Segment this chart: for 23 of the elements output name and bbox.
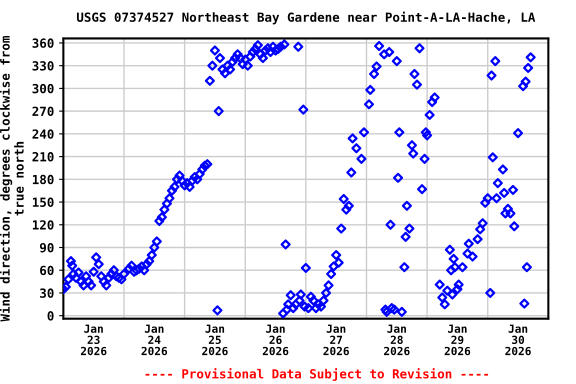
y-tick-label: 150 [32, 198, 54, 207]
x-tick-label: Jan 28 2026 [384, 324, 410, 356]
x-tick-label: Jan 29 2026 [444, 324, 470, 356]
x-tick-label: Jan 26 2026 [262, 324, 288, 356]
y-tick-label: 240 [32, 129, 54, 139]
chart-title: USGS 07374527 Northeast Bay Gardene near Point-A-LA-Hache, LA [76, 12, 536, 24]
x-tick-label: Jan 30 2026 [505, 324, 531, 356]
x-tick-label: Jan 24 2026 [142, 324, 168, 356]
y-tick-label: 60 [40, 266, 54, 276]
y-tick-label: 270 [32, 106, 54, 116]
y-tick-label: 0 [48, 311, 54, 321]
y-tick-label: 300 [32, 84, 54, 94]
text: ---- Provisional Data Subject to Revision ---- [146, 368, 488, 381]
x-tick-label: Jan 27 2026 [323, 324, 349, 356]
y-tick-label: 120 [32, 220, 54, 230]
y-tick-label: 330 [32, 61, 54, 71]
x-tick-label: Jan 23 2026 [80, 324, 106, 356]
y-tick-label: 90 [40, 242, 54, 252]
y-tick-label: 210 [32, 152, 54, 162]
y-tick-label: 360 [32, 38, 54, 48]
y-tick-label: 30 [40, 288, 54, 298]
y-tick-label: 180 [32, 174, 54, 184]
x-tick-label: Jan 25 2026 [202, 324, 228, 356]
